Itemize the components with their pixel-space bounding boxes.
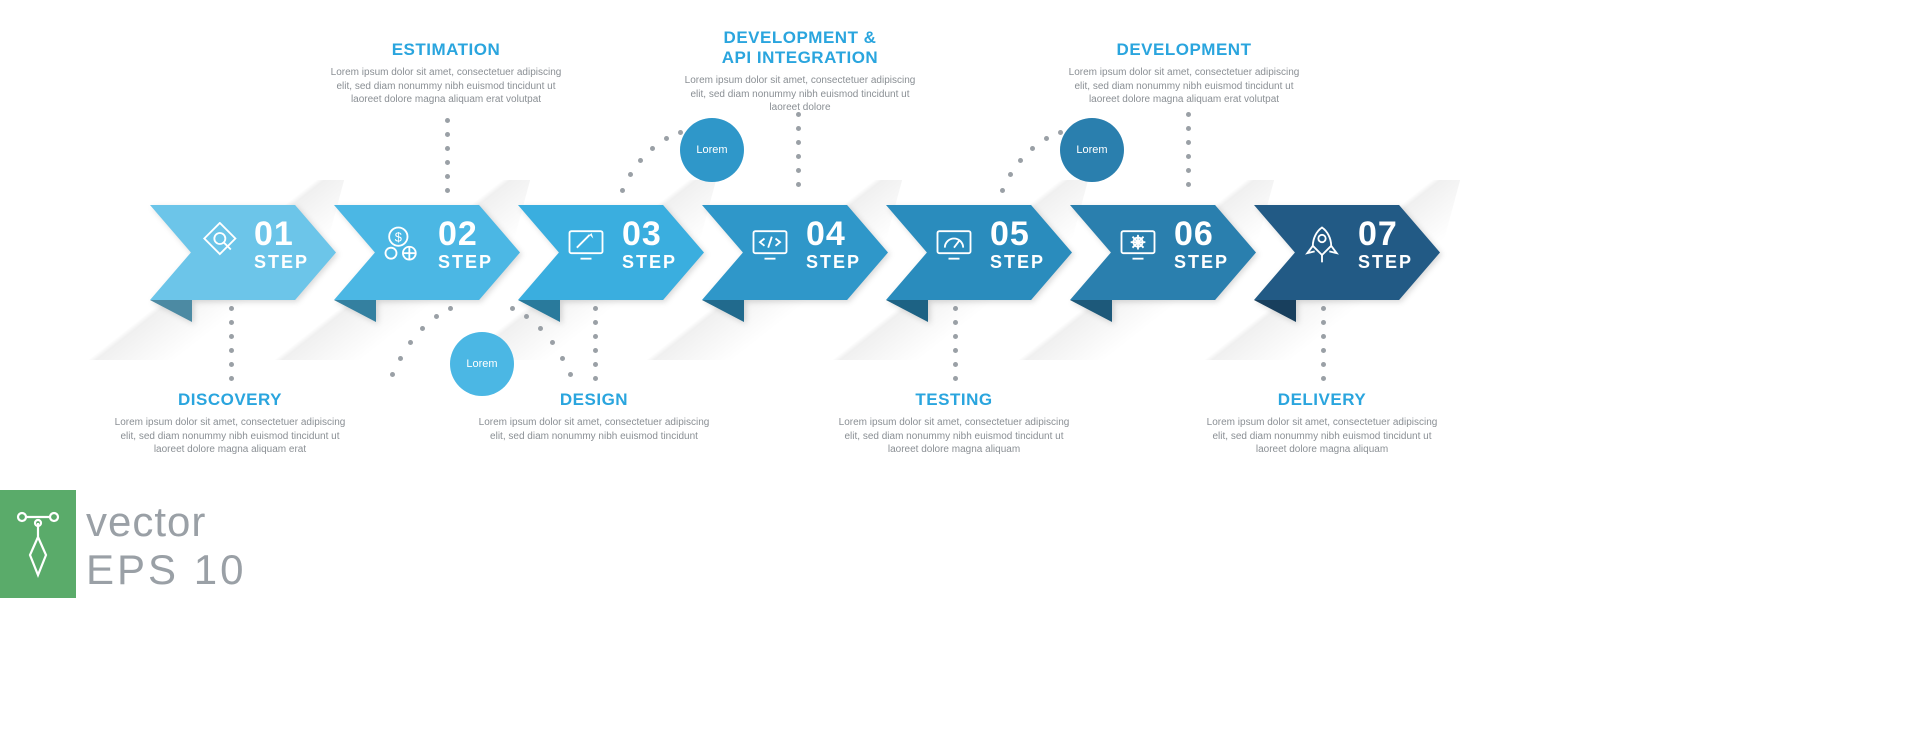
block-body: Lorem ipsum dolor sit amet, consectetuer… — [1202, 416, 1442, 457]
connector-dots — [444, 118, 450, 193]
step-number: 02 — [438, 217, 493, 251]
block-title: DESIGN — [474, 390, 714, 410]
text-block: TESTING Lorem ipsum dolor sit amet, conse… — [834, 390, 1074, 457]
lorem-bubble: Lorem — [680, 118, 744, 182]
step-label: STEP — [1174, 253, 1229, 271]
connector-arc — [510, 306, 630, 386]
step-label: STEP — [622, 253, 677, 271]
infographic-canvas: ESTIMATION Lorem ipsum dolor sit amet, co… — [0, 0, 1920, 732]
footer-line1: vector — [86, 498, 246, 546]
block-body: Lorem ipsum dolor sit amet, consectetuer… — [326, 66, 566, 107]
text-block: DEVELOPMENT Lorem ipsum dolor sit amet, c… — [1064, 40, 1304, 107]
step-number: 04 — [806, 217, 861, 251]
step-arrow-04: 04 STEP — [702, 205, 888, 300]
text-block: DELIVERY Lorem ipsum dolor sit amet, cons… — [1202, 390, 1442, 457]
rocket-icon — [1300, 222, 1344, 266]
connector-dots — [952, 306, 958, 381]
text-block: ESTIMATION Lorem ipsum dolor sit amet, co… — [326, 40, 566, 107]
block-title: DISCOVERY — [110, 390, 350, 410]
step-label: STEP — [438, 253, 493, 271]
lorem-bubble: Lorem — [1060, 118, 1124, 182]
step-label: STEP — [806, 253, 861, 271]
block-body: Lorem ipsum dolor sit amet, consectetuer… — [680, 74, 920, 115]
monitor-gauge-icon — [932, 222, 976, 266]
step-number: 07 — [1358, 217, 1413, 251]
dollar-gears-icon: $ — [380, 222, 424, 266]
lorem-bubble: Lorem — [450, 332, 514, 396]
connector-dots — [1320, 306, 1326, 381]
svg-text:$: $ — [395, 229, 402, 244]
step-label: STEP — [254, 253, 309, 271]
eps-badge — [0, 490, 76, 598]
monitor-pen-icon — [564, 222, 608, 266]
text-block: DESIGN Lorem ipsum dolor sit amet, consec… — [474, 390, 714, 443]
step-number: 03 — [622, 217, 677, 251]
monitor-gear-icon — [1116, 222, 1160, 266]
text-block: DISCOVERY Lorem ipsum dolor sit amet, con… — [110, 390, 350, 457]
block-title: ESTIMATION — [326, 40, 566, 60]
footer-line2: EPS 10 — [86, 546, 246, 594]
step-arrow-03: 03 STEP — [518, 205, 704, 300]
step-arrow-01: 01 STEP — [150, 205, 336, 300]
step-arrow-05: 05 STEP — [886, 205, 1072, 300]
eps-badge-text: vector EPS 10 — [86, 498, 246, 594]
step-number: 06 — [1174, 217, 1229, 251]
block-title: DELIVERY — [1202, 390, 1442, 410]
block-title: DEVELOPMENT — [1064, 40, 1304, 60]
block-body: Lorem ipsum dolor sit amet, consectetuer… — [110, 416, 350, 457]
step-number: 01 — [254, 217, 309, 251]
connector-dots — [1185, 112, 1191, 187]
step-label: STEP — [1358, 253, 1413, 271]
step-label: STEP — [990, 253, 1045, 271]
block-body: Lorem ipsum dolor sit amet, consectetuer… — [834, 416, 1074, 457]
monitor-code-icon — [748, 222, 792, 266]
step-arrow-06: 06 STEP — [1070, 205, 1256, 300]
connector-dots — [228, 306, 234, 381]
connector-dots — [795, 112, 801, 187]
step-arrow-07: 07 STEP — [1254, 205, 1440, 300]
step-arrow-02: $02 STEP — [334, 205, 520, 300]
magnify-diamond-icon — [196, 222, 240, 266]
step-number: 05 — [990, 217, 1045, 251]
block-body: Lorem ipsum dolor sit amet, consectetuer… — [1064, 66, 1304, 107]
block-title: TESTING — [834, 390, 1074, 410]
text-block: DEVELOPMENT &API INTEGRATION Lorem ipsum … — [680, 28, 920, 115]
block-title: DEVELOPMENT &API INTEGRATION — [680, 28, 920, 68]
arrow-row: 01 STEP $02 STEP 03 STEP 04 STEP 05 STEP 06 STEP 07 S… — [150, 205, 1460, 300]
block-body: Lorem ipsum dolor sit amet, consectetuer… — [474, 416, 714, 443]
